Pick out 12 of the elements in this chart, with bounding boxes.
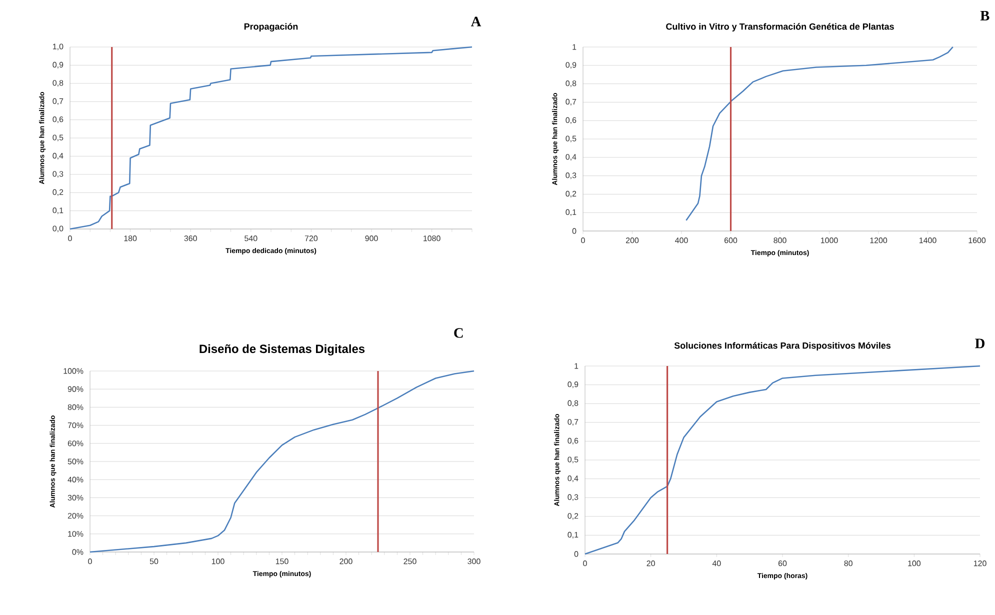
line-series (584, 365, 981, 555)
text: D (975, 338, 984, 348)
chart-title: Soluciones Informáticas Para Dispositivos Móviles (674, 342, 891, 350)
text: C (454, 328, 463, 338)
chart-title: Cultivo in Vitro y Transformación Genética de Plantas (666, 23, 894, 32)
chart-title: Diseño de Sistemas Digitales (200, 344, 365, 356)
chart-title: Propagación (244, 23, 298, 32)
text: A (470, 16, 482, 26)
line-series (89, 370, 475, 553)
line-series (69, 46, 473, 230)
line-series (686, 46, 954, 221)
text: B (980, 11, 990, 20)
